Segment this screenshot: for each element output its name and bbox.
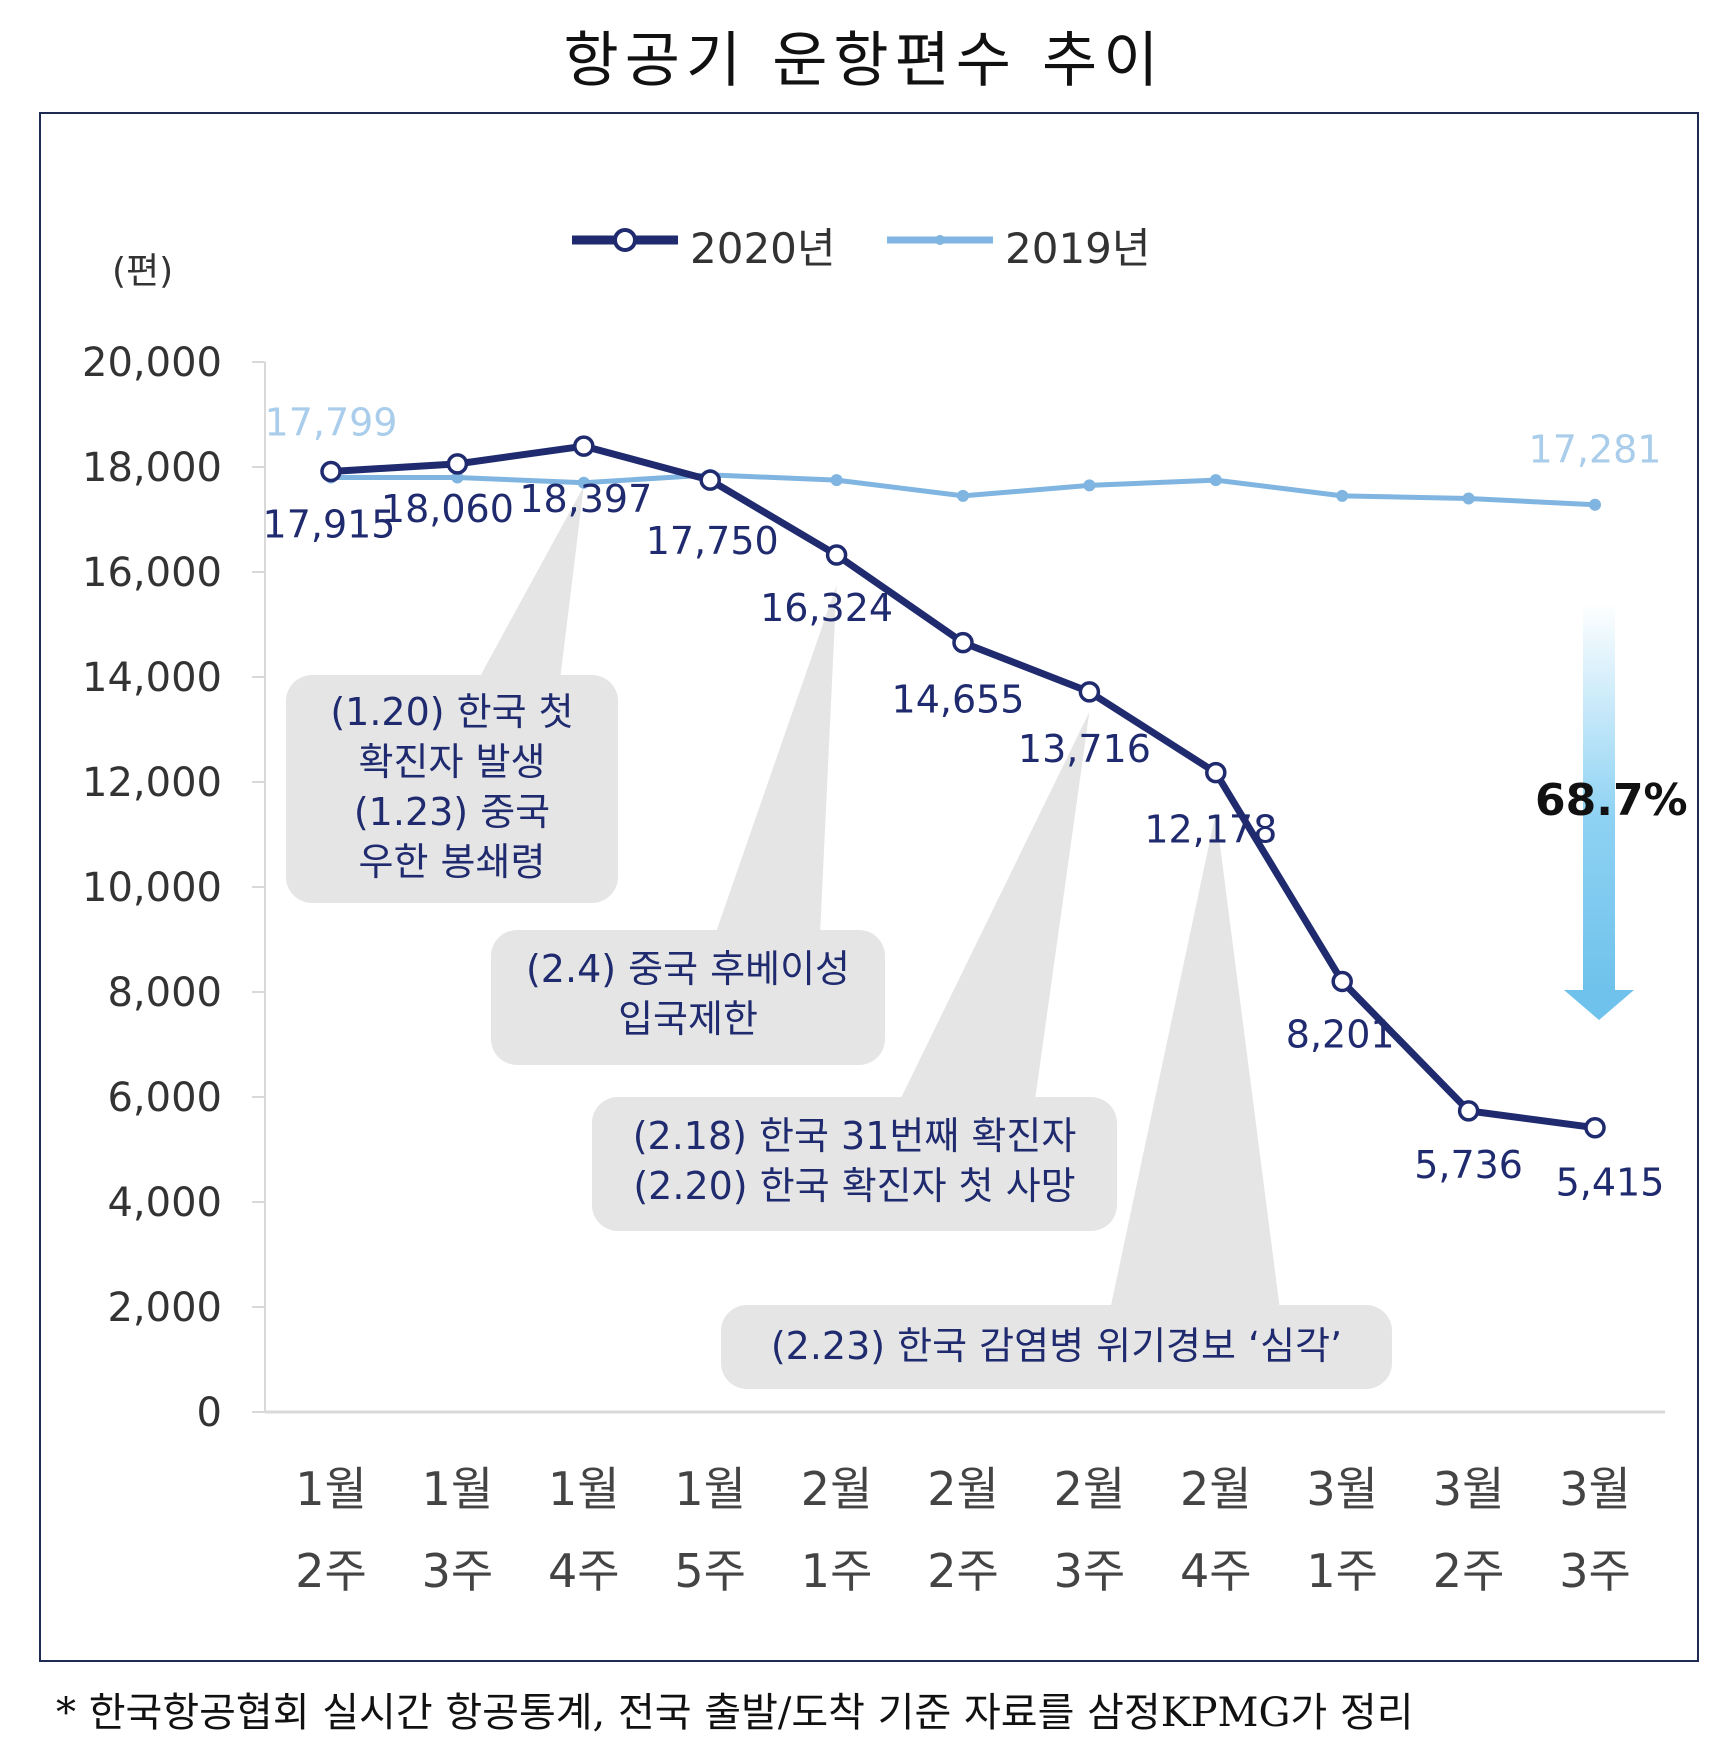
- legend-2020-label: 2020년: [690, 224, 836, 273]
- annotation-line: 입국제한: [618, 997, 758, 1041]
- series-2019-point: [451, 471, 464, 484]
- series-2020-point: [1078, 681, 1101, 703]
- series-2020-data-label: 18,060: [381, 487, 514, 531]
- series-2020-point: [320, 460, 342, 483]
- y-tick-label: 6,000: [107, 1075, 222, 1121]
- legend-2020-marker-icon: [572, 228, 678, 252]
- x-tick-label-month: 1월: [674, 1462, 746, 1516]
- series-2019-point: [1589, 498, 1601, 511]
- x-tick-label-week: 3주: [1559, 1544, 1631, 1598]
- y-tick-label: 14,000: [82, 655, 222, 701]
- series-2020-data-label: 5,736: [1414, 1143, 1523, 1187]
- y-axis-unit: (편): [112, 251, 174, 292]
- series-2020-point: [699, 469, 721, 491]
- series-2020-data-label: 17,750: [646, 519, 779, 563]
- series-2020-data-label: 17,915: [263, 502, 396, 546]
- series-2020-data-label: 5,415: [1556, 1161, 1665, 1205]
- series-2020-point: [446, 453, 469, 475]
- y-tick-label: 18,000: [82, 445, 222, 491]
- series-2019-point: [830, 474, 843, 487]
- annotation-alert-serious: (2.23) 한국 감염병 위기경보 ‘심각’: [721, 1305, 1392, 1389]
- x-tick-label-week: 3주: [1054, 1544, 1126, 1598]
- x-tick-label-month: 2월: [1180, 1462, 1252, 1516]
- series-2020-data-label: 13,716: [1018, 727, 1151, 771]
- annotation-line: (2.23) 한국 감염병 위기경보 ‘심각’: [770, 1324, 1343, 1368]
- series-2019-point: [957, 489, 969, 502]
- annotation-31st-case: (2.18) 한국 31번째 확진자 (2.20) 한국 확진자 첫 사망: [592, 1097, 1117, 1231]
- annotation-line: (2.4) 중국 후베이성: [525, 947, 850, 991]
- x-tick-label-week: 4주: [548, 1544, 620, 1598]
- series-2019-data-label: 17,799: [265, 401, 398, 445]
- annotation-line: 우한 봉쇄령: [358, 840, 546, 884]
- series-2020-data-label: 14,655: [892, 678, 1025, 722]
- callout-pointer: [478, 486, 584, 680]
- y-tick-label: 12,000: [82, 760, 222, 806]
- x-tick-label-week: 3주: [422, 1544, 494, 1598]
- annotation-hubei: (2.4) 중국 후베이성 입국제한: [491, 930, 885, 1065]
- x-tick-label-month: 3월: [1433, 1462, 1505, 1516]
- x-tick-label-week: 4주: [1180, 1544, 1252, 1598]
- annotation-line: (2.18) 한국 31번째 확진자: [632, 1114, 1077, 1158]
- y-tick-label: 20,000: [82, 340, 222, 386]
- legend-2019-label: 2019년: [1005, 224, 1151, 273]
- y-tick-label: 10,000: [82, 865, 222, 911]
- series-2020-point: [573, 435, 595, 457]
- y-tick-label: 16,000: [82, 550, 222, 596]
- x-tick-label-month: 3월: [1306, 1462, 1378, 1516]
- x-tick-label-week: 1주: [801, 1544, 873, 1598]
- drop-arrow-head-icon: [1564, 990, 1634, 1020]
- series-2020-point: [1331, 970, 1353, 993]
- legend-2019-marker-icon: [887, 235, 993, 245]
- annotation-line: (2.20) 한국 확진자 첫 사망: [633, 1164, 1076, 1208]
- x-tick-label-week: 5주: [674, 1544, 746, 1598]
- annotation-line: 확진자 발생: [358, 740, 546, 784]
- annotation-line: (1.23) 중국: [353, 790, 551, 834]
- series-2019-point: [1462, 492, 1475, 505]
- series-2020-data-label: 8,201: [1286, 1012, 1395, 1056]
- x-tick-label-month: 3월: [1559, 1462, 1631, 1516]
- series-2019-point: [577, 476, 590, 489]
- y-tick-label: 8,000: [107, 970, 222, 1016]
- series-2020-point: [952, 631, 974, 654]
- series-2020-data-label: 12,178: [1144, 808, 1277, 852]
- y-tick-label: 4,000: [107, 1180, 222, 1226]
- callout-pointer: [715, 584, 837, 935]
- y-tick-label: 2,000: [107, 1285, 222, 1331]
- series-2020-data-label: 16,324: [760, 586, 893, 630]
- drop-arrow-shaft: [1583, 603, 1615, 993]
- callout-pointer: [1110, 812, 1280, 1310]
- footnote: * 한국항공협회 실시간 항공통계, 전국 출발/도착 기준 자료를 삼정KPM…: [56, 1690, 1414, 1736]
- series-2020-point: [1457, 1100, 1480, 1122]
- x-tick-label-week: 1주: [1306, 1544, 1378, 1598]
- annotation-wuhan: (1.20) 한국 첫 확진자 발생 (1.23) 중국 우한 봉쇄령: [286, 675, 618, 903]
- series-2019-point: [1336, 489, 1349, 502]
- x-tick-label-month: 2월: [927, 1462, 999, 1516]
- series-2020-point: [1205, 761, 1227, 784]
- series-2020-data-label: 18,397: [519, 477, 652, 521]
- chart-frame: [39, 112, 1699, 1662]
- annotation-line: (1.20) 한국 첫: [330, 690, 574, 734]
- x-tick-label-month: 2월: [801, 1462, 873, 1516]
- x-tick-label-week: 2주: [1433, 1544, 1505, 1598]
- drop-percentage: 68.7%: [1535, 775, 1688, 826]
- x-tick-label-week: 2주: [927, 1544, 999, 1598]
- series-2019-point: [1209, 474, 1222, 487]
- series-2020-point: [1584, 1116, 1606, 1139]
- x-tick-label-month: 2월: [1054, 1462, 1126, 1516]
- series-2019-point: [1083, 479, 1096, 492]
- x-tick-label-week: 2주: [295, 1544, 367, 1598]
- x-tick-label-month: 1월: [422, 1462, 494, 1516]
- callout-pointer: [900, 711, 1090, 1100]
- x-tick-label-month: 1월: [548, 1462, 620, 1516]
- page-title: 항공기 운항편수 추이: [563, 26, 1165, 96]
- y-tick-label: 0: [197, 1390, 222, 1436]
- x-tick-label-month: 1월: [295, 1462, 367, 1516]
- series-2020-point: [825, 544, 848, 566]
- series-2019-data-label: 17,281: [1529, 428, 1662, 472]
